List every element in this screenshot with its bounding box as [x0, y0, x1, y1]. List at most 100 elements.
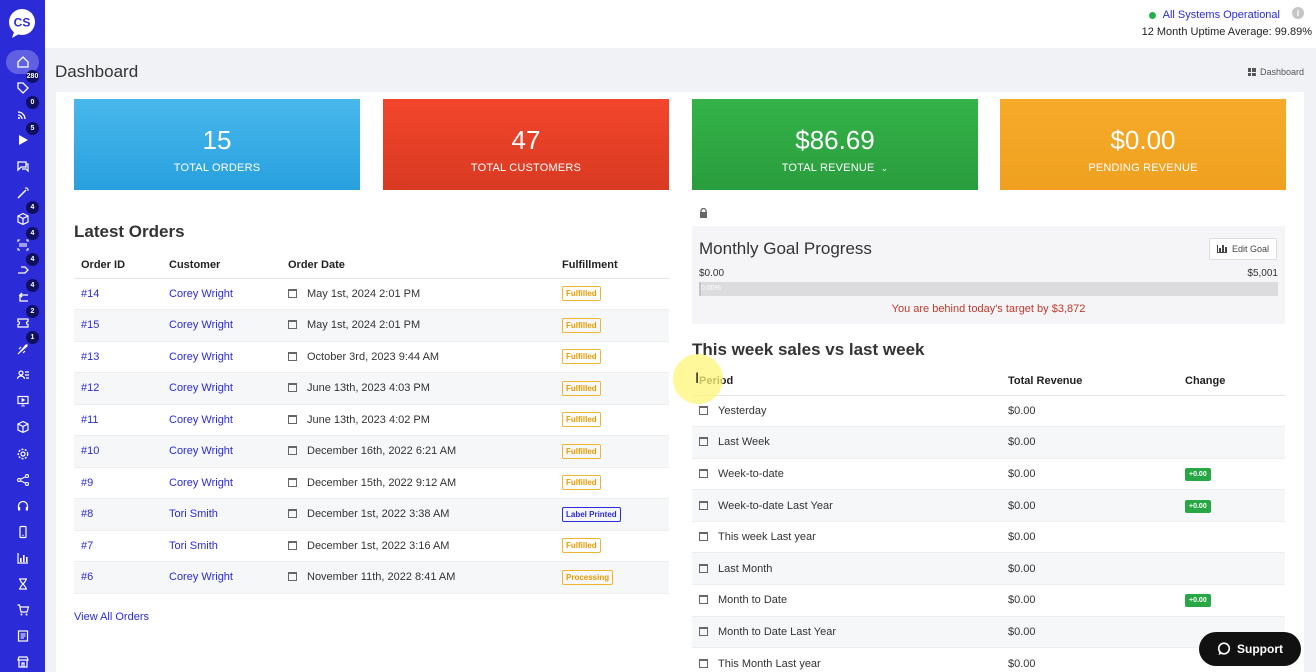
fulfillment-badge: Fulfilled	[562, 412, 601, 428]
pending-revenue-value: $0.00	[1110, 125, 1176, 155]
goal-title: Monthly Goal Progress	[699, 239, 872, 258]
sidebar-item-box[interactable]	[6, 207, 39, 231]
sidebar-item-ticket[interactable]	[6, 311, 39, 335]
support-button[interactable]: Support	[1199, 632, 1301, 666]
order-id-link[interactable]: #8	[81, 508, 94, 521]
view-all-orders-link[interactable]: View All Orders	[74, 611, 149, 623]
customer-link[interactable]: Corey Wright	[169, 571, 233, 584]
order-row: #14 Corey Wright May 1st, 2024 2:01 PM Fulf…	[74, 278, 669, 310]
order-date: May 1st, 2024 2:01 PM	[307, 287, 421, 300]
total-customers-label: TOTAL CUSTOMERS	[470, 162, 582, 174]
lock-icon[interactable]	[699, 208, 708, 218]
breadcrumb[interactable]: Dashboard	[1247, 67, 1304, 77]
order-id-link[interactable]: #13	[81, 350, 100, 363]
sidebar-item-return[interactable]	[6, 285, 39, 309]
system-status-link[interactable]: All Systems Operational	[1148, 9, 1280, 21]
order-id-link[interactable]: #15	[81, 319, 100, 332]
magic-wand-icon	[16, 186, 29, 199]
logo-icon[interactable]: CS	[6, 8, 38, 38]
sidebar-item-headset[interactable]	[6, 494, 39, 518]
sidebar-item-magic-wand[interactable]	[6, 181, 39, 205]
sidebar-item-users[interactable]	[6, 363, 39, 387]
info-icon[interactable]: i	[1292, 7, 1304, 19]
customer-link[interactable]: Corey Wright	[169, 319, 233, 332]
sidebar-item-network[interactable]	[6, 468, 39, 492]
total-revenue-value: $86.69	[795, 125, 875, 155]
calendar-icon	[699, 658, 708, 668]
page-title: Dashboard	[55, 62, 139, 81]
sidebar-item-play[interactable]	[6, 128, 39, 152]
sidebar-badge: 1	[26, 331, 39, 345]
period-row: Last Week $0.00	[692, 426, 1285, 459]
customer-link[interactable]: Corey Wright	[169, 476, 233, 489]
sidebar-item-home[interactable]	[6, 50, 39, 74]
sidebar-item-monitor[interactable]	[6, 389, 39, 413]
order-id-link[interactable]: #10	[81, 445, 100, 458]
edit-goal-button[interactable]: Edit Goal	[1208, 238, 1277, 260]
order-id-link[interactable]: #14	[81, 287, 100, 300]
total-orders-value: 15	[202, 125, 232, 155]
order-date: May 1st, 2024 2:01 PM	[307, 319, 421, 332]
sidebar-item-tag[interactable]	[6, 76, 39, 100]
sidebar-badge: 4	[26, 200, 39, 214]
col-fulfillment: Fulfillment	[555, 253, 669, 279]
chat-icon	[16, 161, 29, 173]
fulfillment-badge: Fulfilled	[562, 286, 601, 302]
sidebar: CS 280 0 5 4 4 4 4 2 1	[0, 0, 45, 672]
chart-icon	[16, 552, 28, 564]
sidebar-item-store[interactable]	[6, 650, 39, 672]
order-id-link[interactable]: #11	[81, 413, 99, 426]
total-orders-card[interactable]: 15 TOTAL ORDERS	[74, 99, 360, 190]
period-revenue: $0.00	[1008, 531, 1036, 544]
sidebar-item-share[interactable]	[6, 259, 39, 283]
period-row: Last Month $0.00	[692, 552, 1285, 586]
store-icon	[16, 656, 29, 668]
change-badge: +0.00	[1185, 594, 1211, 608]
total-customers-card[interactable]: 47 TOTAL CUSTOMERS	[383, 99, 669, 190]
sidebar-item-chat[interactable]	[6, 154, 39, 178]
pending-revenue-card[interactable]: $0.00 PENDING REVENUE	[1000, 99, 1286, 190]
period-label: Month to Date Last Year	[718, 625, 837, 638]
order-id-link[interactable]: #7	[81, 539, 94, 552]
customer-link[interactable]: Corey Wright	[169, 445, 233, 458]
sidebar-item-scan[interactable]	[6, 233, 39, 257]
sidebar-item-cube[interactable]	[6, 415, 39, 439]
period-row: Week-to-date Last Year $0.00 +0.00	[692, 489, 1285, 522]
customer-link[interactable]: Corey Wright	[169, 287, 233, 300]
customer-link[interactable]: Tori Smith	[169, 508, 218, 521]
customer-link[interactable]: Corey Wright	[169, 382, 233, 395]
order-date: June 13th, 2023 4:02 PM	[307, 413, 430, 426]
sidebar-badge: 280	[26, 70, 39, 84]
period-row: This Month Last year $0.00	[692, 647, 1285, 672]
customer-link[interactable]: Tori Smith	[169, 539, 218, 552]
goal-progress-fill: 0.00%	[699, 282, 721, 296]
sidebar-item-document[interactable]	[6, 624, 39, 648]
calendar-icon	[699, 500, 708, 510]
total-orders-label: TOTAL ORDERS	[173, 162, 261, 174]
calendar-icon	[288, 414, 297, 424]
col-change: Change	[1185, 368, 1285, 396]
period-label: Yesterday	[718, 404, 767, 417]
order-id-link[interactable]: #9	[81, 476, 94, 489]
sidebar-item-hourglass[interactable]	[6, 572, 39, 596]
goal-min: $0.00	[699, 268, 725, 279]
chevron-down-icon[interactable]: ⌄	[880, 163, 889, 173]
order-id-link[interactable]: #6	[81, 571, 94, 584]
latest-orders-table: Order ID Customer Order Date Fulfillment…	[74, 253, 669, 594]
total-revenue-card[interactable]: $86.69 TOTAL REVENUE ⌄	[692, 99, 978, 190]
sidebar-item-rocket[interactable]	[6, 337, 39, 361]
calendar-icon	[288, 320, 297, 330]
customer-link[interactable]: Corey Wright	[169, 413, 233, 426]
sidebar-item-cart[interactable]	[6, 598, 39, 622]
sidebar-item-gear[interactable]	[6, 442, 39, 466]
customer-link[interactable]: Corey Wright	[169, 350, 233, 363]
order-row: #15 Corey Wright May 1st, 2024 2:01 PM Fulf…	[74, 309, 669, 342]
order-id-link[interactable]: #12	[81, 382, 100, 395]
sidebar-item-phone[interactable]	[6, 520, 39, 544]
sidebar-item-chart[interactable]	[6, 546, 39, 570]
latest-orders-title: Latest Orders	[74, 222, 185, 241]
goal-progress-bar: 0.00%	[699, 282, 1278, 296]
sidebar-item-rss[interactable]	[6, 102, 39, 126]
box-icon	[16, 212, 29, 225]
play-icon	[18, 135, 28, 146]
